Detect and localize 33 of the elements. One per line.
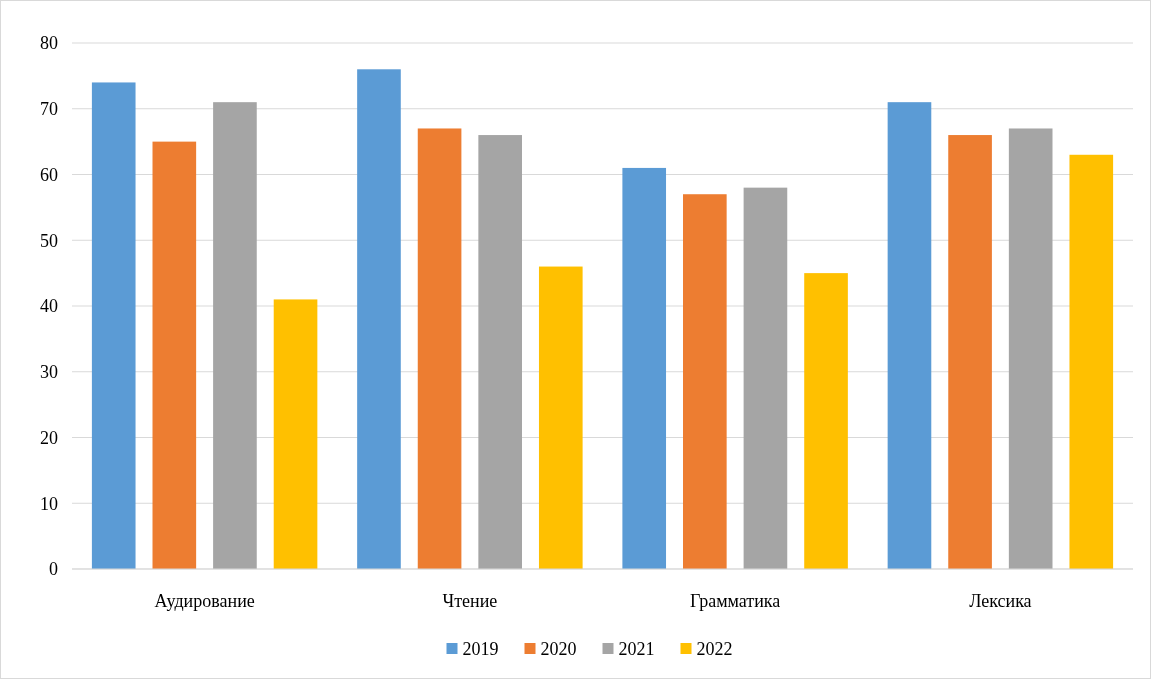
bar bbox=[213, 102, 257, 569]
bar bbox=[273, 299, 318, 569]
x-tick-label: Аудирование bbox=[154, 591, 255, 611]
bar bbox=[948, 135, 992, 569]
legend-label: 2020 bbox=[540, 639, 577, 660]
y-tick-label: 0 bbox=[49, 559, 58, 580]
bar bbox=[887, 102, 932, 569]
bar bbox=[1069, 154, 1114, 569]
y-tick-label: 40 bbox=[40, 296, 58, 317]
x-tick-label: Грамматика bbox=[689, 591, 781, 611]
bar bbox=[804, 273, 848, 569]
bar bbox=[417, 128, 462, 569]
bar bbox=[357, 69, 401, 569]
bar bbox=[622, 167, 667, 569]
x-tick-label: Чтение bbox=[442, 591, 498, 611]
bar bbox=[538, 266, 583, 569]
legend-label: 2019 bbox=[462, 639, 499, 660]
bar bbox=[1008, 128, 1053, 569]
y-tick-label: 50 bbox=[40, 230, 58, 251]
bar bbox=[91, 82, 136, 569]
y-tick-label: 20 bbox=[40, 427, 58, 448]
y-tick-label: 30 bbox=[40, 362, 58, 383]
bar bbox=[152, 141, 197, 569]
x-tick-label: Лексика bbox=[969, 591, 1032, 611]
y-tick-label: 10 bbox=[40, 493, 58, 514]
legend-label: 2021 bbox=[618, 639, 655, 660]
bar bbox=[743, 187, 788, 569]
bar bbox=[683, 194, 727, 569]
y-tick-label: 70 bbox=[40, 99, 58, 120]
legend-label: 2022 bbox=[696, 639, 733, 660]
y-tick-label: 60 bbox=[40, 164, 58, 185]
y-tick-label: 80 bbox=[40, 33, 58, 54]
bar bbox=[478, 135, 522, 569]
